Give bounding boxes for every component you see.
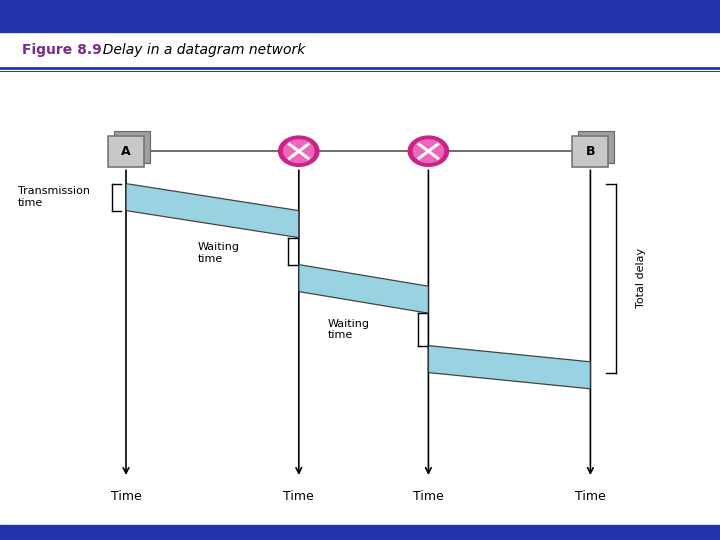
Text: Time: Time [111, 490, 141, 503]
FancyBboxPatch shape [578, 131, 614, 163]
Text: Time: Time [284, 490, 314, 503]
Polygon shape [428, 346, 590, 389]
Text: A: A [121, 145, 131, 158]
Circle shape [413, 140, 444, 163]
Text: Total delay: Total delay [636, 248, 646, 308]
Text: Figure 8.9: Figure 8.9 [22, 43, 102, 57]
Text: Waiting
time: Waiting time [328, 319, 369, 340]
Polygon shape [299, 265, 428, 313]
Text: Delay in a datagram network: Delay in a datagram network [94, 43, 305, 57]
Circle shape [279, 136, 319, 166]
Text: Waiting
time: Waiting time [198, 242, 240, 264]
Circle shape [408, 136, 449, 166]
Circle shape [284, 140, 314, 163]
Bar [0, 525, 720, 540]
Bar [0, 0, 720, 32]
FancyBboxPatch shape [114, 131, 150, 163]
Text: Time: Time [413, 490, 444, 503]
Text: B: B [585, 145, 595, 158]
Text: Time: Time [575, 490, 606, 503]
FancyBboxPatch shape [572, 136, 608, 167]
Text: Transmission
time: Transmission time [18, 186, 90, 208]
Polygon shape [126, 184, 299, 238]
FancyBboxPatch shape [108, 136, 144, 167]
